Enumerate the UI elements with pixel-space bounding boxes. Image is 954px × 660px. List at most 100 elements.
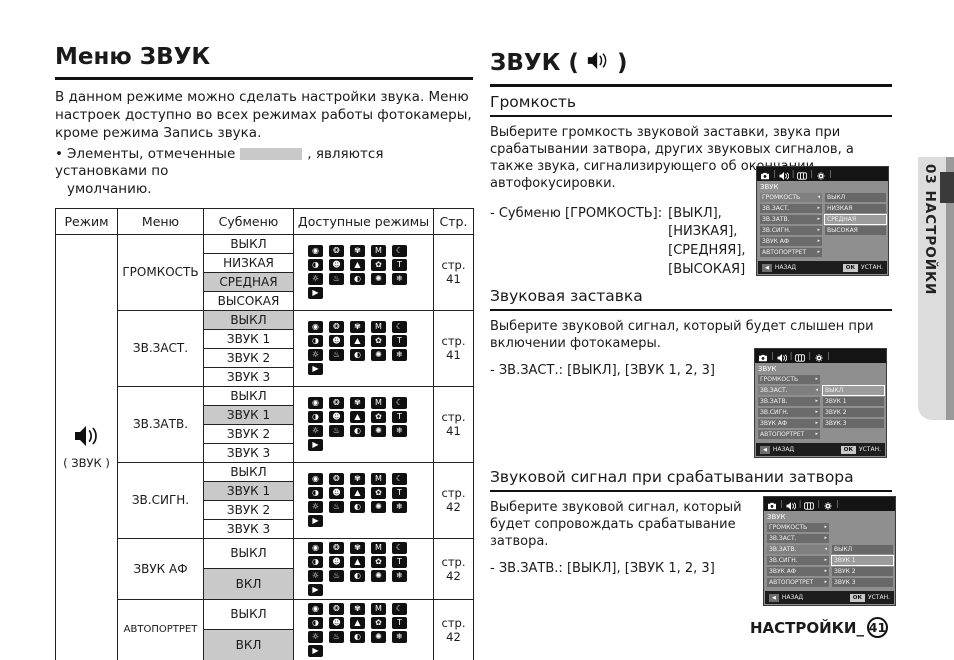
mode-backlight-icon: ◐ [350, 273, 365, 285]
mode-auto-icon: ◉ [308, 321, 323, 333]
mode-night-icon: ☾ [392, 602, 407, 615]
page-ref-cell: стр. 42 [433, 461, 474, 539]
mode-portrait-icon: ☻ [329, 487, 344, 499]
arrow-right-icon: ▸ [815, 420, 818, 426]
mode-scene-icon: ◑ [308, 259, 323, 271]
lcd-submenu-list: ВЫКЛ ЗВУК 1 ЗВУК 2 ЗВУК 3 [822, 385, 885, 430]
mode-movie-icon: ▶ [308, 287, 323, 299]
menu-cell: ЗВ.ЗАТВ. [117, 385, 204, 463]
submenu-option-cell: ВКЛ [203, 629, 294, 660]
arrow-left-icon: ◂ [817, 194, 820, 200]
arrow-right-icon: ▸ [817, 227, 820, 233]
back-key-icon: ◀ [769, 593, 779, 602]
mode-beach-snow-icon: ❄ [392, 501, 407, 513]
submenu-option-cell: ВЫКЛ [203, 537, 294, 569]
section-shutter-sound-heading: Звуковой сигнал при срабатывании затвора [490, 468, 892, 492]
mode-sunset-icon: ☼ [308, 273, 323, 285]
camera-icon [758, 347, 768, 366]
submenu-option: [СРЕДНЯЯ], [668, 243, 746, 259]
mode-macro-icon: ✿ [371, 487, 386, 499]
lcd-menu-item: ГРОМКОСТЬ ▸ [758, 375, 820, 384]
arrow-right-icon: ▸ [815, 398, 818, 404]
mode-sunset-icon: ☼ [308, 501, 323, 513]
arrow-right-icon: ▸ [824, 579, 827, 585]
mode-text-icon: T [392, 335, 407, 347]
mode-night-icon: ☾ [392, 397, 407, 409]
lcd-submenu-item: ВЫСОКАЯ [825, 226, 886, 235]
menu-cell: ЗВУК АФ [117, 537, 204, 600]
mode-sunset-icon: ☼ [308, 630, 323, 643]
mode-dawn-icon: ♨ [329, 273, 344, 285]
lcd-menu-item: ЗВУК АФ ▸ [767, 567, 829, 576]
ok-key: ОК [842, 263, 858, 272]
submenu-option-cell: ВЫКЛ [203, 309, 294, 330]
mode-text-icon: T [392, 259, 407, 271]
ok-key: ОК [849, 593, 865, 602]
camera-lcd-screen: | | | | ЗВУК ГРОМКОСТЬ ◂ ЗВ.ЗАСТ. ▸ ЗВ.ЗАТВ. ▸ ЗВ.С… [756, 166, 889, 276]
lcd-bottom-bar: ◀ НАЗАД ОК УСТАН. [758, 261, 887, 274]
speaker-icon [74, 425, 100, 450]
mode-scene-icon: ◑ [308, 335, 323, 347]
mode-manual-icon: M [371, 397, 386, 409]
page-title-right-suffix: ) [616, 50, 628, 76]
camera-icon [767, 495, 777, 514]
submenu-option-cell: ВЫКЛ [203, 461, 294, 482]
camera-lcd-screen: | | | | ЗВУК ГРОМКОСТЬ ▸ ЗВ.ЗАСТ. ▸ ЗВ.ЗАТВ. ◂ ЗВ.С… [763, 496, 896, 606]
chapter-tab-strip [946, 157, 954, 420]
mode-landscape-icon: ▲ [350, 487, 365, 499]
mode-manual-icon: M [371, 245, 386, 257]
lcd-menu-item-label: ЗВУК АФ [760, 420, 788, 427]
mode-text-icon: T [392, 555, 407, 568]
lcd-submenu-item: ЗВУК 1 [823, 397, 884, 406]
back-label: НАЗАД [774, 264, 797, 271]
submenu-options: [ВЫКЛ], [НИЗКАЯ], [СРЕДНЯЯ], [ВЫСОКАЯ] [668, 205, 745, 280]
separator: | [780, 499, 783, 508]
table-row: АВТОПОРТРЕТ ВЫКЛ ◉ ❂ ✾ M ☾ ◑ ☻ ▲ ✿ T ☼ ♨ ◐ ✺ ❄ ▶ стр. 42 [56, 598, 474, 660]
page-ref-cell: стр. 42 [433, 598, 474, 660]
lcd-menu-item: ЗВ.СИГН. ▸ [758, 408, 820, 417]
arrow-left-icon: ◂ [815, 387, 818, 393]
available-modes-cell: ◉ ❂ ✾ M ☾ ◑ ☻ ▲ ✿ T ☼ ♨ ◐ ✺ ❄ ▶ [293, 537, 434, 600]
lcd-menu-list: ГРОМКОСТЬ ◂ ЗВ.ЗАСТ. ▸ ЗВ.ЗАТВ. ▸ ЗВ.СИГН. ▸ ЗВУ… [760, 193, 822, 259]
submenu-option-cell: ЗВУК 2 [203, 499, 294, 520]
mode-beach-snow-icon: ❄ [392, 425, 407, 437]
page-ref-cell: стр. 41 [433, 385, 474, 463]
footer-label: НАСТРОЙКИ_ [749, 618, 864, 637]
display-icon [797, 165, 808, 184]
page-ref-cell: стр. 42 [433, 537, 474, 600]
separator: | [789, 351, 793, 360]
lcd-menu-item-label: ЗВ.ЗАСТ. [769, 535, 797, 542]
mode-program-icon: ❂ [329, 541, 344, 554]
separator: | [836, 499, 839, 508]
col-header-available-modes: Доступные режимы [293, 207, 434, 235]
lcd-menu-item: АВТОПОРТРЕТ ▸ [767, 578, 829, 587]
col-header-page: Стр. [433, 207, 474, 235]
submenu-option-cell: ЗВУК 1 [203, 480, 294, 501]
menu-cell: ГРОМКОСТЬ [117, 233, 204, 311]
gear-icon [814, 347, 824, 366]
mode-fireworks-icon: ✺ [371, 349, 386, 361]
left-column: Меню ЗВУК В данном режиме можно сделать … [55, 44, 474, 660]
mode-program-icon: ❂ [329, 321, 344, 333]
submenu-option-cell: ВЫКЛ [203, 233, 294, 254]
lcd-submenu-item: ЗВУК 3 [832, 578, 893, 587]
mode-dis-icon: ✾ [350, 541, 365, 554]
section-shutter-sound-submenu: - ЗВ.ЗАТВ.: [ВЫКЛ], [ЗВУК 1, 2, 3] [490, 561, 715, 577]
submenu-option-cell: ЗВУК 3 [203, 366, 294, 387]
mode-landscape-icon: ▲ [350, 259, 365, 271]
lcd-menu-item-label: ГРОМКОСТЬ [762, 194, 801, 201]
speaker-icon [777, 347, 787, 366]
lcd-submenu-item: ЗВУК 3 [823, 419, 884, 428]
lcd-menu-item-label: АВТОПОРТРЕТ [760, 431, 805, 438]
lcd-top-bar: | | | | [755, 349, 886, 363]
page-title-left: Меню ЗВУК [55, 44, 473, 80]
lcd-submenu-item: ЗВУК 2 [823, 408, 884, 417]
lcd-menu-item-label: ЗВУК АФ [769, 568, 797, 575]
mode-scene-icon: ◑ [308, 555, 323, 568]
arrow-right-icon: ▸ [815, 431, 818, 437]
chapter-side-tab: 03 НАСТРОЙКИ [918, 157, 954, 420]
right-column: ЗВУК ( ) Громкость Выберите громкость зв… [490, 50, 896, 654]
speaker-icon [587, 50, 609, 76]
separator: | [773, 169, 776, 178]
submenu-option-cell: ЗВУК 1 [203, 404, 294, 425]
